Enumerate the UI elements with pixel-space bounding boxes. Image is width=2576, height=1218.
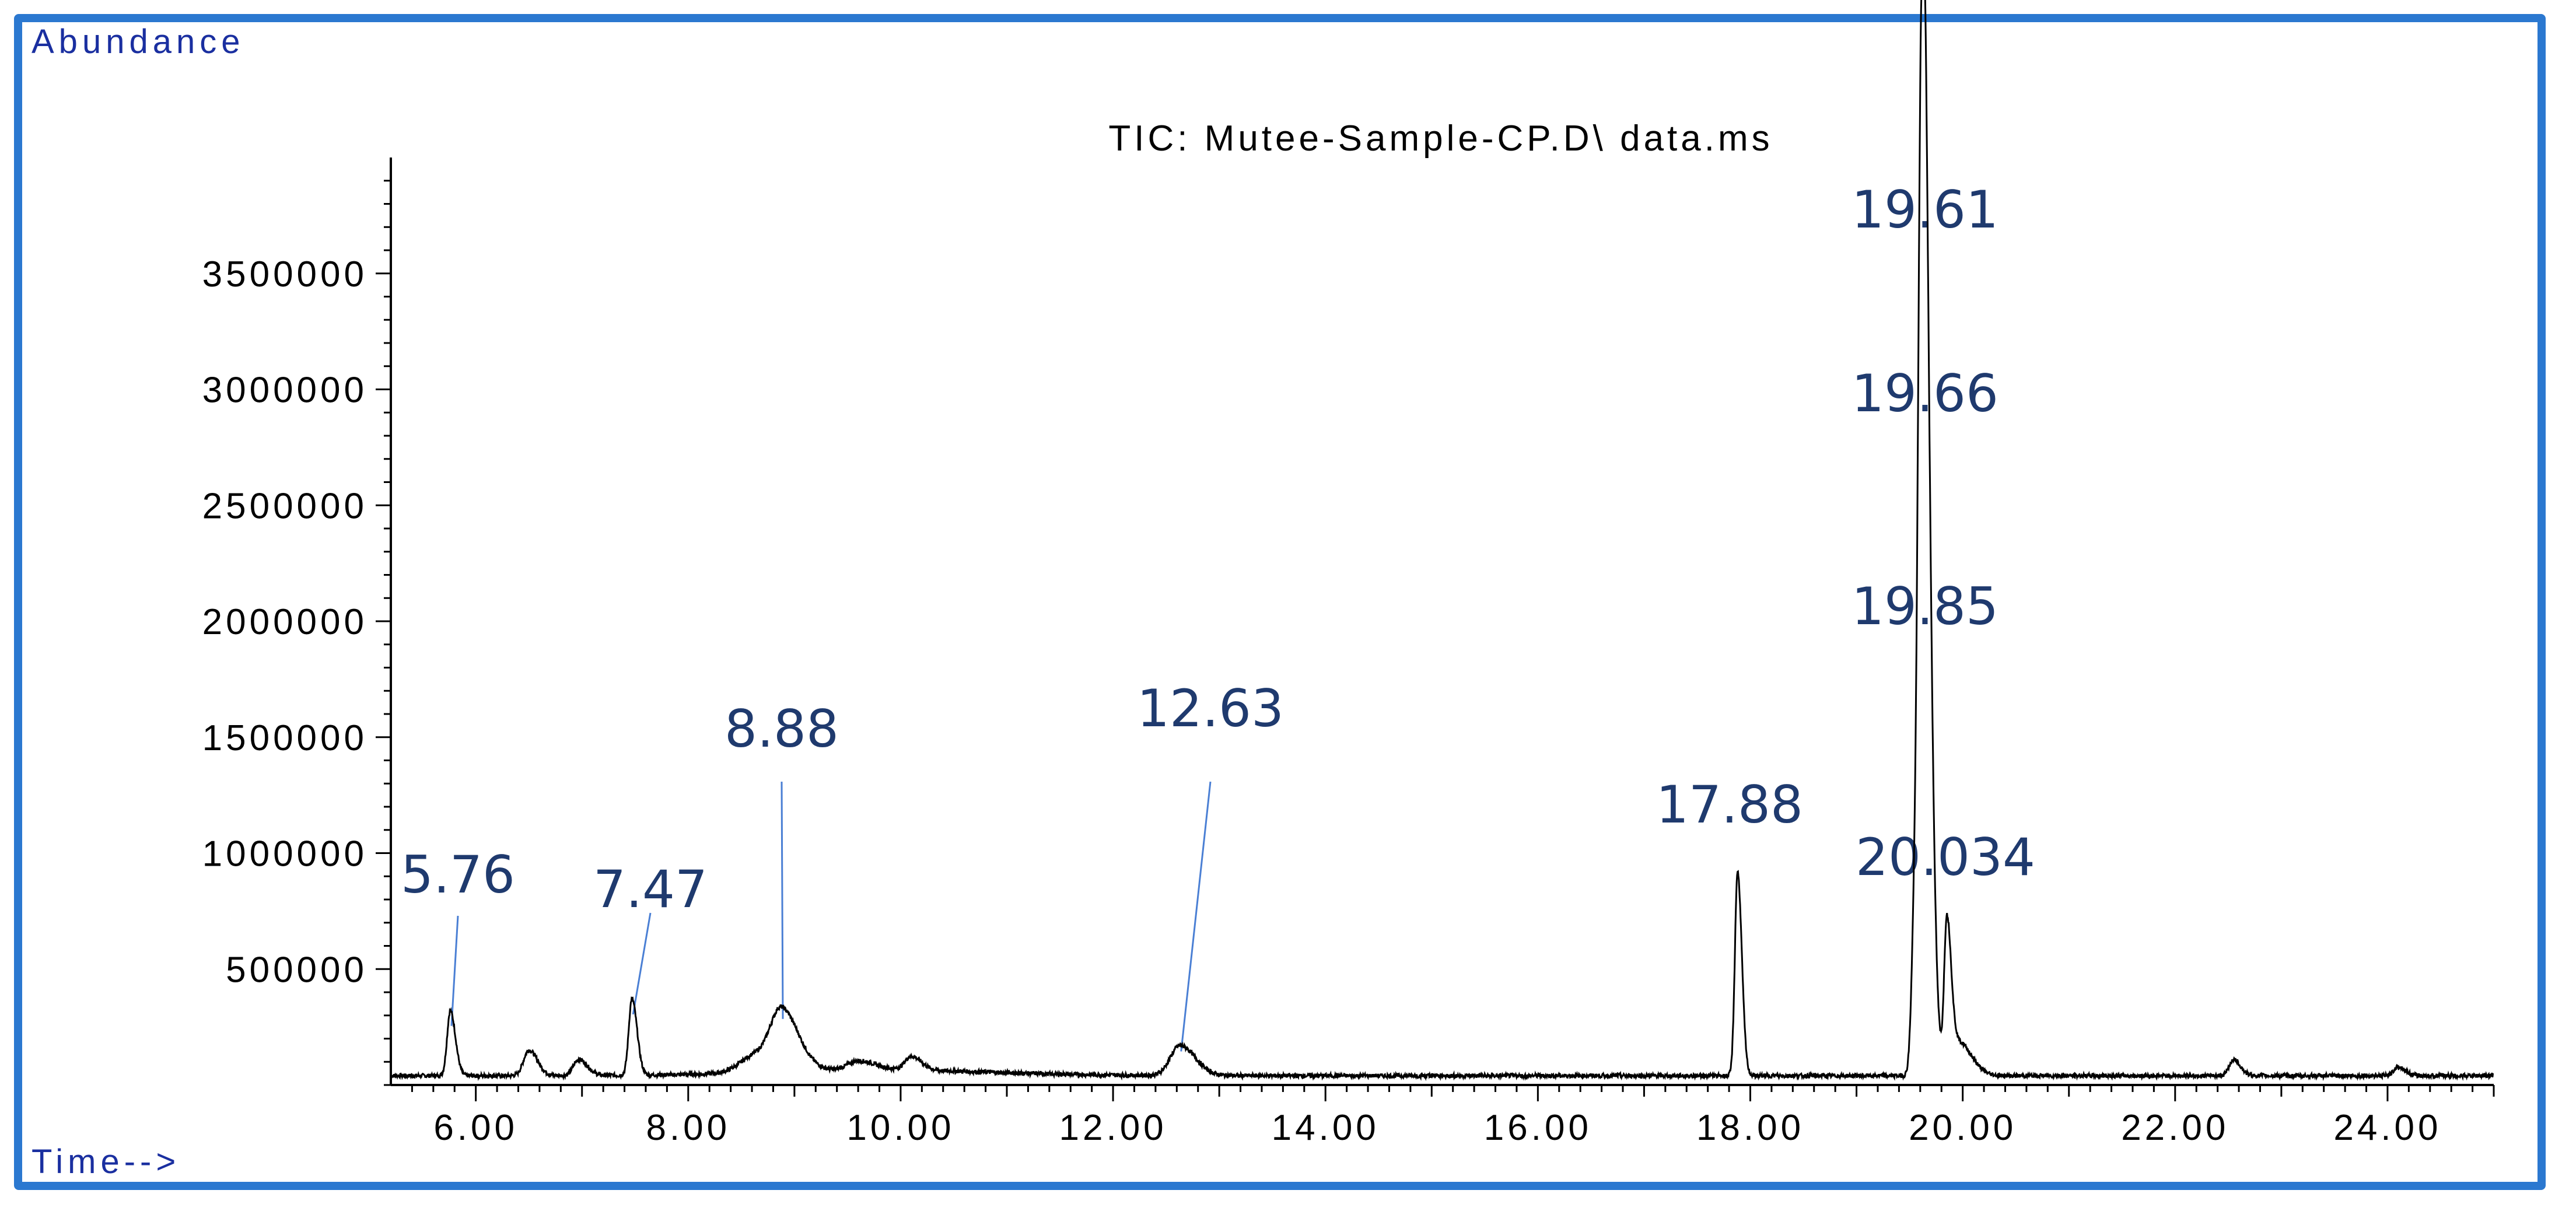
annotation-leader-line	[450, 915, 459, 1026]
x-tick-label: 18.00	[1696, 1108, 1804, 1148]
x-tick-label: 6.00	[433, 1108, 518, 1148]
peak-label: 5.76	[401, 845, 515, 905]
y-tick-label: 2000000	[202, 602, 368, 642]
x-tick-label: 24.00	[2333, 1108, 2441, 1148]
peak-annotations: 5.76 7.47 8.88 12.63 17.88 19.61 19.66 19.85 20.…	[401, 180, 2035, 1052]
chart-frame: Abundance Time-->	[14, 14, 2546, 1190]
x-tick-label: 22.00	[2121, 1108, 2229, 1148]
y-tick-label: 3500000	[202, 254, 368, 295]
y-axis-label: Abundance	[32, 23, 245, 61]
y-tick-label: 2500000	[202, 486, 368, 526]
x-tick-label: 16.00	[1484, 1108, 1592, 1148]
peak-label: 12.63	[1137, 678, 1284, 738]
tic-trace	[390, 0, 2494, 1082]
chart-title: TIC: Mutee-Sample-CP.D\ data.ms	[1108, 118, 1773, 159]
x-tick-label: 20.00	[1909, 1108, 2017, 1148]
x-tick-label: 12.00	[1059, 1108, 1167, 1148]
y-tick-label: 1500000	[202, 718, 368, 758]
axes: 500000 1000000 1500000 2000000 2500000 300000…	[202, 158, 2495, 1148]
peak-label: 8.88	[724, 699, 839, 759]
peak-label: 20.034	[1856, 827, 2035, 887]
x-tick-label: 14.00	[1272, 1108, 1380, 1148]
peak-label: 7.47	[593, 859, 708, 919]
peak-label: 19.66	[1852, 363, 1999, 424]
peak-label: 19.61	[1852, 180, 1999, 240]
annotation-leader-line	[1180, 781, 1212, 1052]
x-tick-label: 8.00	[646, 1108, 730, 1148]
peak-label: 19.85	[1852, 576, 1999, 636]
annotation-leader-line	[780, 781, 784, 1019]
y-tick-label: 1000000	[202, 834, 368, 874]
x-tick-label: 10.00	[846, 1108, 954, 1148]
x-axis-label: Time-->	[32, 1143, 181, 1181]
y-tick-label: 500000	[226, 950, 368, 990]
annotation-leader-line	[632, 912, 652, 1015]
y-tick-label: 3000000	[202, 370, 368, 411]
peak-label: 17.88	[1656, 775, 1803, 835]
